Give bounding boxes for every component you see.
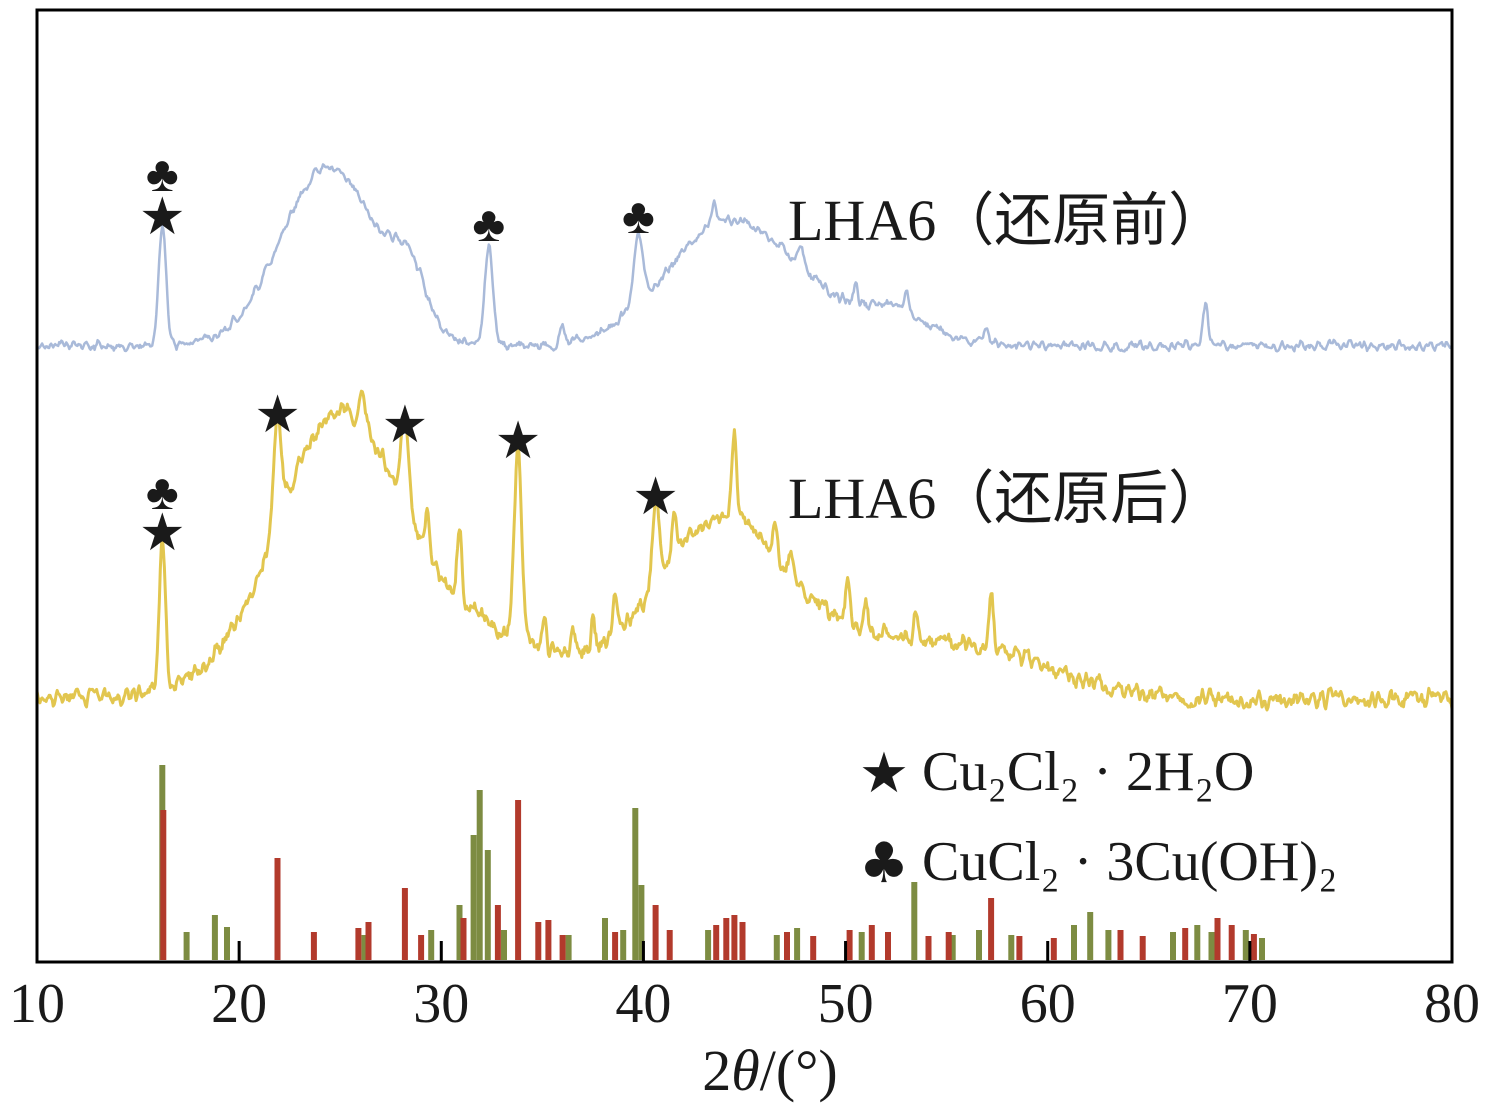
star-marker: ★: [495, 413, 542, 470]
x-tick-label: 40: [615, 973, 671, 1035]
star-marker: ★: [254, 387, 301, 444]
club-marker: ♣: [146, 464, 179, 520]
x-axis-title: 2θ/(°): [702, 1038, 837, 1103]
star-marker: ★: [139, 189, 186, 246]
x-tick-label: 50: [818, 973, 874, 1035]
curve-LHA6-after-reduction: [38, 389, 1451, 712]
star-marker: ★: [632, 469, 679, 526]
x-tick-label: 20: [211, 973, 267, 1035]
curves-layer: [38, 163, 1451, 712]
curve-LHA6-before-reduction: [38, 163, 1451, 353]
star-marker: ★: [382, 397, 429, 454]
star-marker: ★: [139, 505, 186, 562]
x-tick-label: 60: [1020, 973, 1076, 1035]
club-marker: ♣: [146, 146, 179, 202]
series-label-after-reduction: LHA6（还原后）: [788, 466, 1226, 531]
x-axis-layer: 10 20 30 40 50 60 70 80: [9, 941, 1480, 1035]
legend-label-cucl2-3cuoh2: CuCl₂ · 3Cu(OH)₂: [922, 831, 1338, 893]
club-marker: ♣: [472, 196, 505, 252]
plot-frame: [35, 8, 1454, 964]
x-tick-label: 30: [413, 973, 469, 1035]
star-icon: ★: [859, 741, 909, 806]
series-label-before-reduction: LHA6（还原前）: [788, 188, 1226, 253]
x-tick-label: 10: [9, 973, 65, 1035]
x-tick-label: 80: [1424, 973, 1480, 1035]
reference-sticks-layer: [159, 765, 1265, 960]
club-marker: ♣: [622, 188, 655, 244]
legend-label-cu2cl2-2h2o: Cu₂Cl₂ · 2H₂O: [922, 741, 1254, 803]
x-tick-label: 70: [1222, 973, 1278, 1035]
legend: ★ Cu₂Cl₂ · 2H₂O ♣ CuCl₂ · 3Cu(OH)₂: [859, 741, 1338, 896]
peak-markers-layer: ♣★ ♣ ♣♣★★ ★ ★★: [139, 146, 679, 562]
club-icon: ♣: [859, 831, 909, 896]
